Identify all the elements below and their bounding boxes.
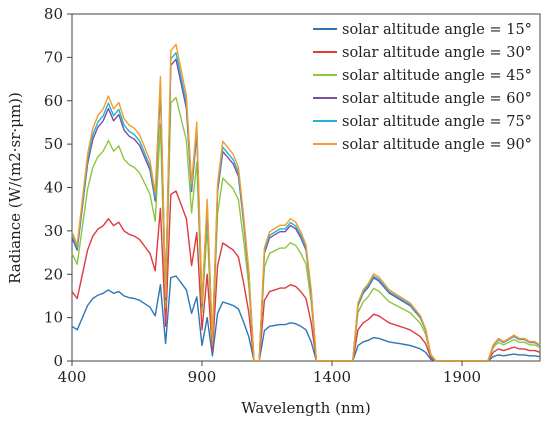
y-tick-label: 70 (44, 48, 63, 66)
x-tick-label: 900 (188, 368, 217, 386)
legend-entry-1: solar altitude angle = 15° (342, 22, 532, 38)
y-tick-label: 20 (44, 265, 63, 283)
legend-entry-2: solar altitude angle = 30° (342, 45, 532, 61)
x-tick-label: 1900 (443, 368, 481, 386)
y-tick-label: 30 (44, 222, 63, 240)
y-tick-label: 50 (44, 135, 63, 153)
legend-entry-6: solar altitude angle = 90° (342, 137, 532, 153)
legend-entry-4: solar altitude angle = 60° (342, 91, 532, 107)
y-axis: 0 10 20 30 40 50 60 70 80 (44, 5, 72, 370)
y-tick-label: 60 (44, 92, 63, 110)
y-tick-label: 0 (53, 352, 63, 370)
y-tick-label: 40 (44, 179, 63, 197)
legend-entry-5: solar altitude angle = 75° (342, 114, 532, 130)
legend-entry-3: solar altitude angle = 45° (342, 68, 532, 84)
plot-frame (71, 13, 541, 362)
plot-area (71, 13, 541, 362)
y-tick-label: 10 (44, 309, 63, 327)
x-tick-label: 400 (58, 368, 87, 386)
x-axis-label: Wavelength (nm) (241, 399, 370, 417)
x-axis: 400 900 1400 1900 (58, 361, 481, 386)
y-axis-label: Radiance (W/(m2·sr·μm)) (6, 92, 24, 284)
y-tick-label: 80 (44, 5, 63, 23)
x-tick-label: 1400 (313, 368, 351, 386)
legend: solar altitude angle = 15° solar altitude… (313, 22, 532, 153)
